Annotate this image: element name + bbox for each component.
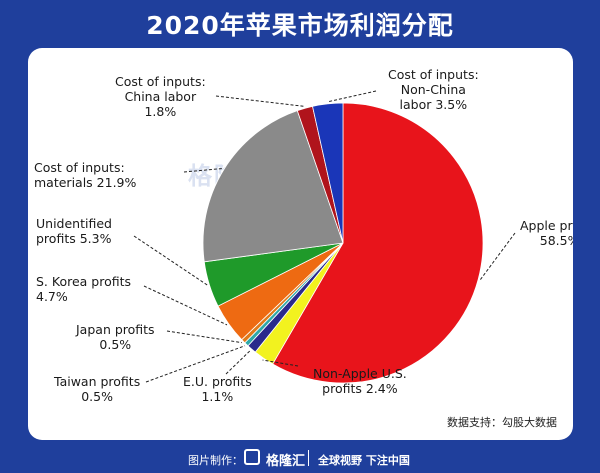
slice-label-line: 0.5% bbox=[81, 389, 113, 404]
slice-label-line: labor 3.5% bbox=[399, 97, 468, 112]
footer: 图片制作： 格隆汇 全球视野 下注中国 bbox=[0, 448, 600, 470]
leader-line-cost-of-inputs-china-labor bbox=[215, 95, 305, 107]
leader-line-cost-of-inputs-materials bbox=[183, 168, 223, 173]
slice-label-line: materials 21.9% bbox=[34, 175, 137, 190]
leader-line-s-korea-profits bbox=[143, 285, 228, 326]
leader-line-apple-profits bbox=[479, 232, 516, 281]
footer-divider bbox=[308, 450, 309, 466]
footer-slogan: 全球视野 下注中国 bbox=[318, 454, 410, 467]
leader-line-japan-profits bbox=[166, 330, 242, 344]
slice-label-line: profits 5.3% bbox=[36, 231, 112, 246]
pie-slice-cost-of-inputs-non-china-labor bbox=[312, 102, 344, 244]
slice-label-line: Cost of inputs: bbox=[388, 67, 479, 82]
slice-label-taiwan-profits: Taiwan profits 0.5% bbox=[54, 374, 140, 404]
slice-label-cost-of-inputs-materials: Cost of inputs: materials 21.9% bbox=[34, 160, 136, 190]
slice-label-cost-of-inputs-china-labor: Cost of inputs: China labor 1.8% bbox=[115, 74, 206, 119]
slice-label-line: 58.5% bbox=[539, 233, 573, 248]
leader-line-taiwan-profits bbox=[145, 345, 246, 383]
slice-label-line: Non-Apple U.S. bbox=[313, 366, 407, 381]
slice-label-line: Unidentified bbox=[36, 216, 112, 231]
slice-label-line: Non-China bbox=[400, 82, 466, 97]
slice-label-line: Cost of inputs: bbox=[115, 74, 206, 89]
slice-label-s-korea-profits: S. Korea profits 4.7% bbox=[36, 274, 131, 304]
slice-label-line: Japan profits bbox=[76, 322, 155, 337]
slice-label-line: 4.7% bbox=[36, 289, 68, 304]
slice-label-e-u-profits: E.U. profits 1.1% bbox=[183, 374, 252, 404]
slice-label-apple-profits: Apple profits58.5% bbox=[520, 218, 573, 248]
pie-slice-cost-of-inputs-materials bbox=[202, 110, 344, 263]
page-title: 2020年苹果市场利润分配 bbox=[146, 11, 454, 40]
slice-label-cost-of-inputs-non-china-labor: Cost of inputs: Non-China labor 3.5% bbox=[388, 67, 479, 112]
pie-slice-apple-profits bbox=[272, 102, 484, 384]
leader-line-unidentified-profits bbox=[133, 235, 208, 286]
footer-made-by: 图片制作： bbox=[188, 454, 243, 467]
chart-card: 格隆汇 数据 Apple profits58.5%Non-Apple U.S.p… bbox=[28, 48, 573, 440]
slice-label-line: 1.8% bbox=[144, 104, 177, 119]
slice-label-line: Taiwan profits bbox=[54, 374, 141, 389]
slice-label-line: profits 2.4% bbox=[322, 381, 398, 396]
slice-label-line: Apple profits bbox=[520, 218, 573, 233]
slice-label-line: 1.1% bbox=[201, 389, 234, 404]
slice-label-line: 0.5% bbox=[99, 337, 132, 352]
footer-brand: 格隆汇 bbox=[266, 454, 306, 469]
slice-label-japan-profits: Japan profits 0.5% bbox=[76, 322, 155, 352]
slice-label-line: E.U. profits bbox=[183, 374, 252, 389]
slice-label-line: S. Korea profits bbox=[36, 274, 132, 289]
slice-label-line: Cost of inputs: bbox=[34, 160, 125, 175]
slice-label-line: China labor bbox=[124, 89, 197, 104]
leader-line-e-u-profits bbox=[225, 350, 251, 375]
source-note: 数据支持：勾股大数据 bbox=[447, 416, 557, 429]
brand-logo-icon bbox=[244, 449, 260, 465]
slice-label-non-apple-u-s-profits: Non-Apple U.S. profits 2.4% bbox=[313, 366, 407, 396]
leader-line-non-apple-u-s-profits bbox=[262, 359, 299, 367]
slice-label-unidentified-profits: Unidentified profits 5.3% bbox=[36, 216, 112, 246]
pie-chart bbox=[133, 90, 516, 384]
leader-line-cost-of-inputs-non-china-labor bbox=[327, 90, 377, 103]
